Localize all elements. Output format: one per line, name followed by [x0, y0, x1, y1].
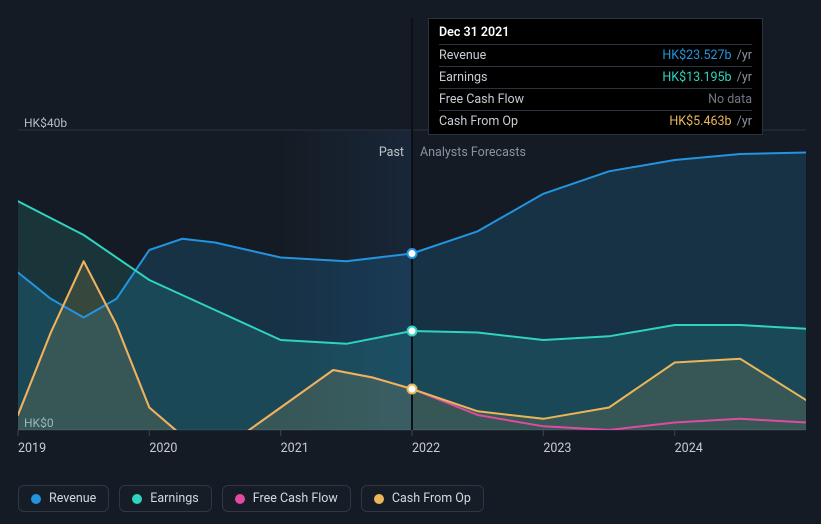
legend-item-cfo[interactable]: Cash From Op	[361, 485, 484, 512]
tooltip-row: Cash From Op HK$5.463b /yr	[439, 110, 752, 132]
x-axis-label: 2024	[675, 441, 703, 456]
legend-dot-icon	[31, 494, 41, 504]
tooltip-row-label: Earnings	[439, 70, 487, 85]
tooltip-row-value: HK$13.195b /yr	[662, 70, 752, 85]
legend-item-earnings[interactable]: Earnings	[119, 485, 211, 512]
tooltip-row: Earnings HK$13.195b /yr	[439, 66, 752, 88]
x-axis-label: 2023	[543, 441, 571, 456]
legend-label: Cash From Op	[392, 491, 471, 506]
x-axis-label: 2020	[149, 441, 177, 456]
x-axis-label: 2021	[281, 441, 309, 456]
legend-item-fcf[interactable]: Free Cash Flow	[222, 485, 351, 512]
financials-chart: HK$40bHK$0PastAnalysts Forecasts20192020…	[0, 0, 821, 524]
y-axis-label: HK$40b	[24, 116, 67, 130]
tooltip-row: Free Cash Flow No data	[439, 88, 752, 110]
tooltip-date: Dec 31 2021	[439, 25, 752, 44]
tooltip-row-value: HK$5.463b /yr	[669, 114, 752, 129]
tooltip-row-label: Free Cash Flow	[439, 92, 524, 107]
legend-dot-icon	[132, 494, 142, 504]
legend-label: Earnings	[150, 491, 198, 506]
tooltip-row-value: No data	[708, 92, 752, 107]
x-axis-label: 2022	[412, 441, 440, 456]
tooltip-row-value: HK$23.527b /yr	[662, 48, 752, 63]
tooltip-row-label: Revenue	[439, 48, 486, 63]
legend-dot-icon	[374, 494, 384, 504]
legend-label: Free Cash Flow	[253, 491, 338, 506]
section-label-forecast: Analysts Forecasts	[420, 145, 526, 160]
tooltip-row-label: Cash From Op	[439, 114, 518, 129]
x-axis-label: 2019	[18, 441, 46, 456]
chart-tooltip: Dec 31 2021 Revenue HK$23.527b /yr Earning…	[428, 18, 763, 135]
legend-dot-icon	[235, 494, 245, 504]
section-label-past: Past	[379, 145, 404, 160]
tooltip-row: Revenue HK$23.527b /yr	[439, 44, 752, 66]
chart-legend: Revenue Earnings Free Cash Flow Cash From O…	[18, 485, 484, 512]
legend-label: Revenue	[49, 491, 96, 506]
legend-item-revenue[interactable]: Revenue	[18, 485, 109, 512]
